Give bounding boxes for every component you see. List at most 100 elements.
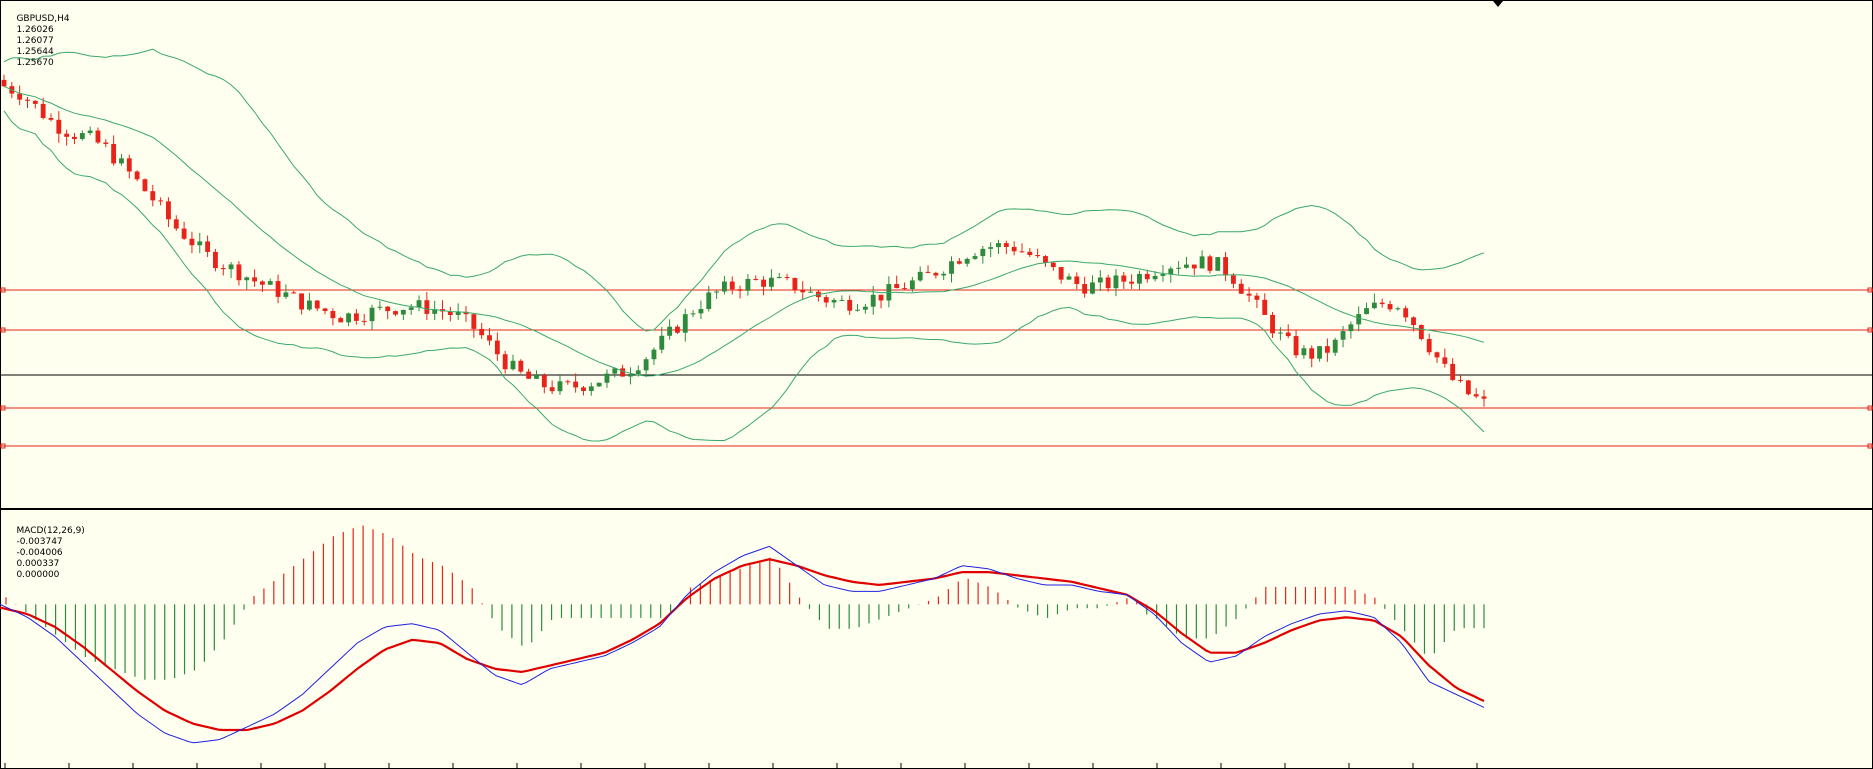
bull-candle xyxy=(283,292,289,297)
bull-candle xyxy=(1332,339,1338,353)
bull-candle xyxy=(690,313,696,315)
bear-candle xyxy=(792,278,798,291)
bear-candle xyxy=(1387,304,1393,310)
bull-candle xyxy=(557,381,563,392)
bull-candle xyxy=(267,281,273,285)
bull-candle xyxy=(831,299,837,303)
bull-candle xyxy=(628,373,633,377)
bear-candle xyxy=(1230,275,1236,284)
bear-candle xyxy=(424,300,430,314)
bear-candle xyxy=(823,297,829,303)
bear-candle xyxy=(134,171,140,180)
bear-candle xyxy=(1379,302,1385,305)
bear-candle xyxy=(213,251,218,269)
bear-candle xyxy=(173,219,179,229)
bull-candle xyxy=(667,326,673,336)
macd-chart[interactable] xyxy=(0,509,1873,769)
bull-candle xyxy=(651,349,657,360)
bear-candle xyxy=(526,371,532,379)
bear-candle xyxy=(1473,394,1479,397)
bull-candle xyxy=(917,271,923,281)
bear-candle xyxy=(1285,332,1291,337)
price-header: GBPUSD,H4 1.26026 1.26077 1.25644 1.2567… xyxy=(5,3,74,80)
price-chart[interactable] xyxy=(0,0,1873,509)
bull-candle xyxy=(244,277,250,281)
bear-candle xyxy=(753,278,759,280)
bear-candle xyxy=(1246,293,1252,296)
bear-candle xyxy=(675,326,680,333)
bull-candle xyxy=(972,256,978,259)
bull-candle xyxy=(1340,331,1346,340)
bear-candle xyxy=(784,276,790,279)
bull-candle xyxy=(1184,264,1189,268)
bull-candle xyxy=(980,248,986,257)
bear-candle xyxy=(541,375,547,388)
bear-candle xyxy=(299,293,304,310)
bull-candle xyxy=(1356,314,1362,325)
shift-marker-icon xyxy=(1493,1,1503,7)
bull-candle xyxy=(706,292,712,309)
bear-candle xyxy=(447,311,453,315)
bear-candle xyxy=(565,381,571,383)
bollinger-lower xyxy=(3,110,1485,442)
bear-candle xyxy=(1309,348,1315,359)
bear-candle xyxy=(1481,396,1487,399)
bull-candle xyxy=(1113,275,1119,289)
bull-candle xyxy=(682,314,688,333)
macd-signal-line xyxy=(0,558,1485,732)
macd-value: -0.003747 xyxy=(16,537,63,547)
bull-candle xyxy=(721,281,727,292)
price-frame xyxy=(0,0,1873,509)
bear-candle xyxy=(142,179,148,192)
bull-candle xyxy=(1168,268,1174,275)
bear-candle xyxy=(181,228,187,239)
bull-candle xyxy=(400,309,406,315)
bear-candle xyxy=(330,311,336,319)
bear-candle xyxy=(40,103,46,118)
bull-candle xyxy=(596,382,602,387)
bear-candle xyxy=(479,328,485,336)
bull-candle xyxy=(855,309,860,311)
bear-candle xyxy=(1027,251,1033,256)
bear-candle xyxy=(1324,346,1330,353)
bear-candle xyxy=(494,340,500,355)
bull-candle xyxy=(745,278,751,291)
bear-candle xyxy=(894,284,900,289)
bull-candle xyxy=(432,309,438,314)
bull-candle xyxy=(306,300,312,310)
bear-candle xyxy=(17,93,23,100)
bear-candle xyxy=(1011,246,1017,252)
bear-candle xyxy=(1003,243,1009,247)
bull-candle xyxy=(1317,346,1322,359)
bear-candle xyxy=(322,308,328,312)
bear-candle xyxy=(48,117,54,120)
bear-candle xyxy=(1223,257,1229,276)
bear-candle xyxy=(291,292,297,294)
bear-candle xyxy=(1238,283,1244,294)
bull-candle xyxy=(635,370,641,374)
bear-candle xyxy=(847,299,853,311)
bear-candle xyxy=(1,79,7,87)
bear-candle xyxy=(1418,324,1424,340)
bear-candle xyxy=(1129,281,1135,284)
bear-candle xyxy=(487,335,492,341)
bull-candle xyxy=(119,158,124,164)
bear-candle xyxy=(252,277,258,282)
bull-candle xyxy=(870,294,876,307)
bull-candle xyxy=(1301,348,1307,356)
bull-candle xyxy=(988,247,994,249)
bear-candle xyxy=(737,289,743,291)
bear-candle xyxy=(1105,277,1111,289)
close-value: 1.25670 xyxy=(16,58,54,68)
bull-candle xyxy=(1348,324,1354,332)
bull-candle xyxy=(964,258,970,264)
bear-candle xyxy=(1434,352,1440,358)
bull-candle xyxy=(714,291,720,293)
bear-candle xyxy=(1191,264,1197,269)
bear-candle xyxy=(95,130,101,143)
bull-candle xyxy=(1090,282,1095,294)
bull-candle xyxy=(768,277,774,287)
bear-candle xyxy=(126,158,132,172)
macd-signal-value: -0.004006 xyxy=(16,548,63,558)
bull-candle xyxy=(588,386,594,391)
